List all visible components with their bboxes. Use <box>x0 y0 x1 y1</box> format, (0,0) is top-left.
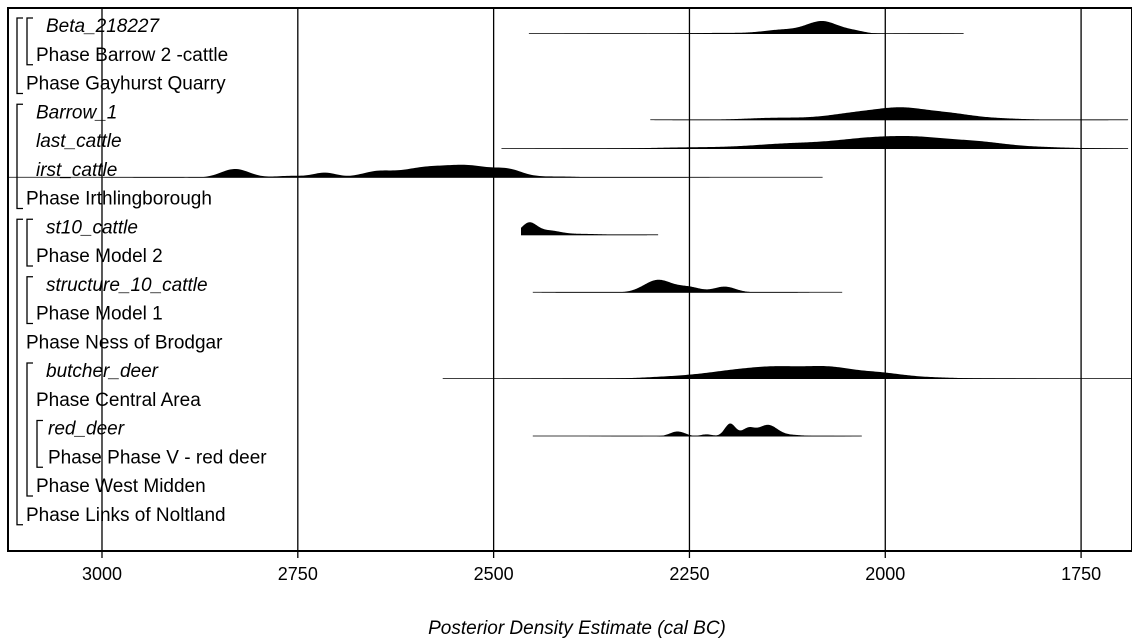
phase-bracket <box>26 17 33 66</box>
tick-label-1750: 1750 <box>1061 564 1101 584</box>
density-irst-cattle <box>8 164 823 178</box>
row-label: Phase Links of Noltland <box>26 505 226 526</box>
tick-label-2000: 2000 <box>865 564 905 584</box>
row-label: Phase Phase V - red deer <box>48 447 267 468</box>
x-ticks: 3000 2750 2500 2250 2000 1750 <box>82 551 1101 584</box>
density-barrow-1 <box>650 107 1129 121</box>
phase-bracket <box>16 218 23 526</box>
row-label: butcher_deer <box>46 361 159 382</box>
tick-label-2750: 2750 <box>278 564 318 584</box>
row-label: Phase Gayhurst Quarry <box>26 74 226 95</box>
phase-bracket <box>26 276 33 325</box>
row-label: Phase West Midden <box>36 476 206 497</box>
row-label: Phase Model 2 <box>36 246 163 267</box>
tick-label-2500: 2500 <box>474 564 514 584</box>
row-label: Barrow_1 <box>36 102 117 123</box>
density-last-cattle <box>501 136 1129 149</box>
phase-bracket <box>26 218 33 267</box>
plot-frame <box>7 7 1132 552</box>
row-labels: Beta_218227 Phase Barrow 2 -cattle Phase G… <box>26 16 267 526</box>
row-label: Phase Barrow 2 -cattle <box>36 45 228 66</box>
phase-bracket <box>16 17 23 95</box>
brackets <box>16 17 43 526</box>
row-label: st10_cattle <box>46 217 138 238</box>
row-label: Phase Central Area <box>36 390 201 411</box>
density-beta-218227 <box>528 21 964 34</box>
phase-bracket <box>36 419 43 468</box>
row-label: last_cattle <box>36 131 122 152</box>
row-label: Phase Ness of Brodgar <box>26 332 223 353</box>
x-axis-title: Posterior Density Estimate (cal BC) <box>428 618 726 639</box>
row-label: Phase Model 1 <box>36 304 163 325</box>
row-label: Phase Irthlingborough <box>26 189 212 210</box>
tick-label-2250: 2250 <box>669 564 709 584</box>
tick-label-3000: 3000 <box>82 564 122 584</box>
density-structure-10-cattle <box>532 279 843 293</box>
density-butcher-deer <box>442 366 1132 379</box>
row-label: irst_cattle <box>36 160 117 181</box>
row-label: red_deer <box>48 419 125 440</box>
phase-bracket <box>16 103 23 210</box>
densities <box>8 21 1132 437</box>
density-st10-cattle <box>521 222 659 236</box>
grid <box>101 8 1082 551</box>
row-label: structure_10_cattle <box>46 275 208 296</box>
row-label: Beta_218227 <box>46 16 160 37</box>
phase-bracket <box>26 362 33 497</box>
density-red-deer <box>532 423 862 437</box>
